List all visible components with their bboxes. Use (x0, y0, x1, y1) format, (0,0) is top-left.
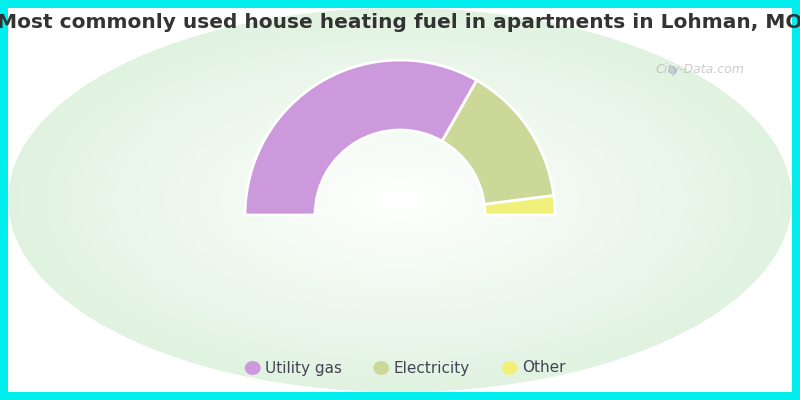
Ellipse shape (28, 18, 773, 382)
Ellipse shape (86, 46, 714, 354)
Ellipse shape (502, 361, 518, 375)
Ellipse shape (34, 21, 766, 379)
Text: Electricity: Electricity (394, 360, 470, 376)
Ellipse shape (14, 11, 786, 389)
Ellipse shape (295, 149, 505, 251)
Ellipse shape (74, 40, 726, 360)
Ellipse shape (282, 142, 518, 258)
Ellipse shape (67, 37, 734, 363)
Ellipse shape (387, 194, 413, 206)
Ellipse shape (367, 184, 433, 216)
Ellipse shape (315, 158, 485, 242)
Ellipse shape (41, 24, 759, 376)
Ellipse shape (394, 197, 406, 203)
Ellipse shape (322, 162, 478, 238)
Ellipse shape (60, 34, 740, 366)
Ellipse shape (243, 123, 557, 277)
Text: City-Data.com: City-Data.com (655, 64, 745, 76)
Ellipse shape (191, 98, 609, 302)
Ellipse shape (146, 75, 654, 325)
Ellipse shape (21, 14, 779, 386)
Text: Utility gas: Utility gas (265, 360, 342, 376)
Ellipse shape (374, 187, 426, 213)
Ellipse shape (126, 66, 674, 334)
Ellipse shape (184, 94, 616, 306)
Ellipse shape (348, 174, 452, 226)
Wedge shape (484, 196, 555, 215)
Wedge shape (245, 60, 477, 215)
Ellipse shape (198, 101, 602, 299)
FancyBboxPatch shape (8, 8, 792, 392)
Ellipse shape (113, 59, 687, 341)
Ellipse shape (152, 78, 648, 322)
Ellipse shape (171, 88, 629, 312)
Ellipse shape (47, 27, 753, 373)
Ellipse shape (245, 361, 261, 375)
Ellipse shape (132, 69, 668, 331)
Wedge shape (442, 80, 554, 204)
Ellipse shape (276, 139, 524, 261)
Ellipse shape (262, 133, 538, 267)
Ellipse shape (374, 361, 390, 375)
Ellipse shape (334, 168, 466, 232)
Ellipse shape (204, 104, 596, 296)
Ellipse shape (80, 43, 720, 357)
Ellipse shape (217, 110, 583, 290)
Ellipse shape (328, 165, 472, 235)
Ellipse shape (381, 190, 420, 210)
Ellipse shape (289, 146, 511, 254)
Ellipse shape (138, 72, 662, 328)
Ellipse shape (210, 107, 590, 293)
Ellipse shape (8, 8, 792, 392)
Ellipse shape (309, 155, 491, 245)
Ellipse shape (178, 91, 622, 309)
Ellipse shape (250, 126, 550, 274)
Ellipse shape (256, 130, 544, 270)
Ellipse shape (158, 82, 642, 318)
Text: ●: ● (667, 65, 677, 75)
Ellipse shape (106, 56, 694, 344)
Ellipse shape (119, 62, 681, 338)
Text: Other: Other (522, 360, 566, 376)
Ellipse shape (54, 30, 746, 370)
Ellipse shape (224, 114, 577, 286)
Ellipse shape (99, 53, 701, 347)
Ellipse shape (93, 50, 707, 350)
Ellipse shape (341, 171, 459, 229)
Ellipse shape (361, 181, 439, 219)
Ellipse shape (354, 178, 446, 222)
Ellipse shape (237, 120, 563, 280)
Ellipse shape (270, 136, 530, 264)
Ellipse shape (230, 117, 570, 283)
Ellipse shape (165, 85, 635, 315)
Ellipse shape (302, 152, 498, 248)
Text: Most commonly used house heating fuel in apartments in Lohman, MO: Most commonly used house heating fuel in… (0, 13, 800, 32)
